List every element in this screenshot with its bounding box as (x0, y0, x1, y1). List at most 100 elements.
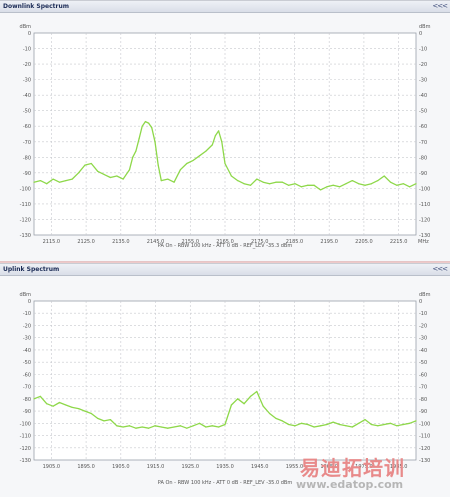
downlink-chart: 0 0 -10 -10 -20 -20 -30 -30 -40 -40 -50 -50 -60 -60 -7… (20, 24, 431, 249)
trace-point (148, 122, 150, 124)
trace-point (160, 426, 162, 428)
trace-point (326, 186, 328, 188)
y-tick-label-left: -40 (23, 348, 31, 354)
panel-divider (0, 261, 450, 263)
x-tick-label: 1975.0 (355, 464, 373, 470)
y-tick-label-right: -30 (419, 336, 427, 342)
trace-point (46, 183, 48, 185)
trace-point (339, 186, 341, 188)
trace-point (52, 178, 54, 180)
trace-point (186, 427, 188, 429)
status-line: PA On - RBW 100 kHz - ATT 0 dB - REF_LEV… (158, 480, 293, 486)
trace-point (307, 423, 309, 426)
y-tick-label-left: -120 (20, 446, 31, 452)
trace-point (358, 183, 360, 185)
uplink-title: Uplink Spectrum (3, 266, 60, 273)
uplink-title-bar: Uplink Spectrum <<< (0, 264, 450, 276)
trace-point (109, 176, 111, 179)
trace-point (192, 425, 194, 427)
y-tick-label-right: -10 (419, 311, 427, 317)
trace-point (141, 426, 143, 428)
uplink-collapse-icon[interactable]: <<< (432, 265, 448, 273)
trace-point (71, 178, 73, 180)
trace-point (116, 425, 118, 427)
trace-point (230, 175, 232, 177)
downlink-title: Downlink Spectrum (3, 3, 69, 10)
trace-point (109, 419, 111, 421)
trace-point (339, 423, 341, 426)
y-tick-label-right: -90 (419, 171, 427, 177)
trace-point (135, 150, 137, 152)
trace-point (364, 419, 366, 421)
downlink-collapse-icon[interactable]: <<< (432, 2, 448, 10)
y-tick-label-left: -70 (23, 385, 31, 391)
x-tick-label: 1935.0 (216, 464, 234, 470)
y-unit-label-right: dBm (419, 292, 431, 298)
trace-point (370, 183, 373, 185)
y-tick-label-right: -50 (419, 109, 427, 115)
y-tick-label-left: -80 (23, 397, 31, 403)
uplink-panel: Uplink Spectrum <<< 0 0 -10 -10 -20 -20 -30 -30… (0, 263, 450, 497)
trace-point (154, 141, 156, 143)
trace-point (179, 425, 182, 427)
x-tick-label: 2145.0 (147, 239, 165, 245)
trace-point (179, 169, 182, 171)
trace-point (345, 425, 347, 427)
y-tick-label-right: -110 (419, 434, 430, 440)
trace-point (77, 172, 80, 174)
trace-point (377, 425, 379, 427)
trace-point (198, 422, 201, 424)
status-line: PA On - RBW 100 kHz - ATT 0 dB - REF_LEV… (158, 243, 293, 249)
plot-area (33, 300, 417, 461)
x-tick-label: 2205.0 (355, 239, 373, 245)
trace-point (77, 408, 80, 410)
trace-point (192, 159, 194, 162)
trace-point (237, 398, 239, 400)
y-tick-label-right: -30 (419, 78, 427, 84)
trace-point (377, 180, 379, 182)
x-tick-label: 1915.0 (147, 464, 165, 470)
trace-point (370, 423, 373, 426)
x-tick-label: 1905.0 (112, 464, 130, 470)
trace-point (218, 130, 220, 132)
y-tick-label-left: -130 (20, 233, 31, 239)
trace-point (52, 405, 54, 407)
x-tick-label: 1895.0 (77, 464, 95, 470)
y-tick-label-left: -50 (23, 360, 31, 366)
trace-point (319, 189, 322, 191)
y-tick-label-left: -100 (20, 186, 31, 192)
trace-point (396, 425, 398, 427)
y-tick-label-left: -130 (20, 458, 31, 464)
trace-point (132, 156, 134, 158)
trace-point (214, 134, 217, 137)
y-tick-label-right: -60 (419, 124, 427, 130)
trace-point (300, 186, 302, 188)
y-unit-label-right: dBm (419, 24, 431, 30)
trace-point (39, 395, 41, 397)
trace-point (154, 425, 156, 427)
trace-point (313, 184, 315, 186)
x-tick-label: 2215.0 (390, 239, 408, 245)
trace-point (205, 150, 207, 152)
y-tick-label-right: -60 (419, 372, 427, 378)
trace-point (144, 120, 147, 123)
y-tick-label-right: -40 (419, 93, 427, 99)
trace-point (205, 426, 207, 428)
trace-point (275, 181, 277, 183)
y-tick-label-left: -60 (23, 124, 31, 130)
trace-point (128, 425, 131, 427)
trace-point (383, 423, 385, 426)
trace-point (84, 164, 86, 166)
y-tick-label-left: -80 (23, 155, 31, 161)
trace-point (262, 181, 264, 183)
trace-point (103, 173, 105, 175)
trace-point (160, 180, 162, 182)
trace-point (294, 425, 296, 427)
trace-point (243, 183, 245, 185)
trace-point (319, 425, 322, 427)
y-tick-label-left: -40 (23, 93, 31, 99)
trace-point (167, 178, 169, 180)
y-tick-label-right: -50 (419, 360, 427, 366)
y-tick-label-left: -100 (20, 421, 31, 427)
trace-point (211, 425, 213, 427)
